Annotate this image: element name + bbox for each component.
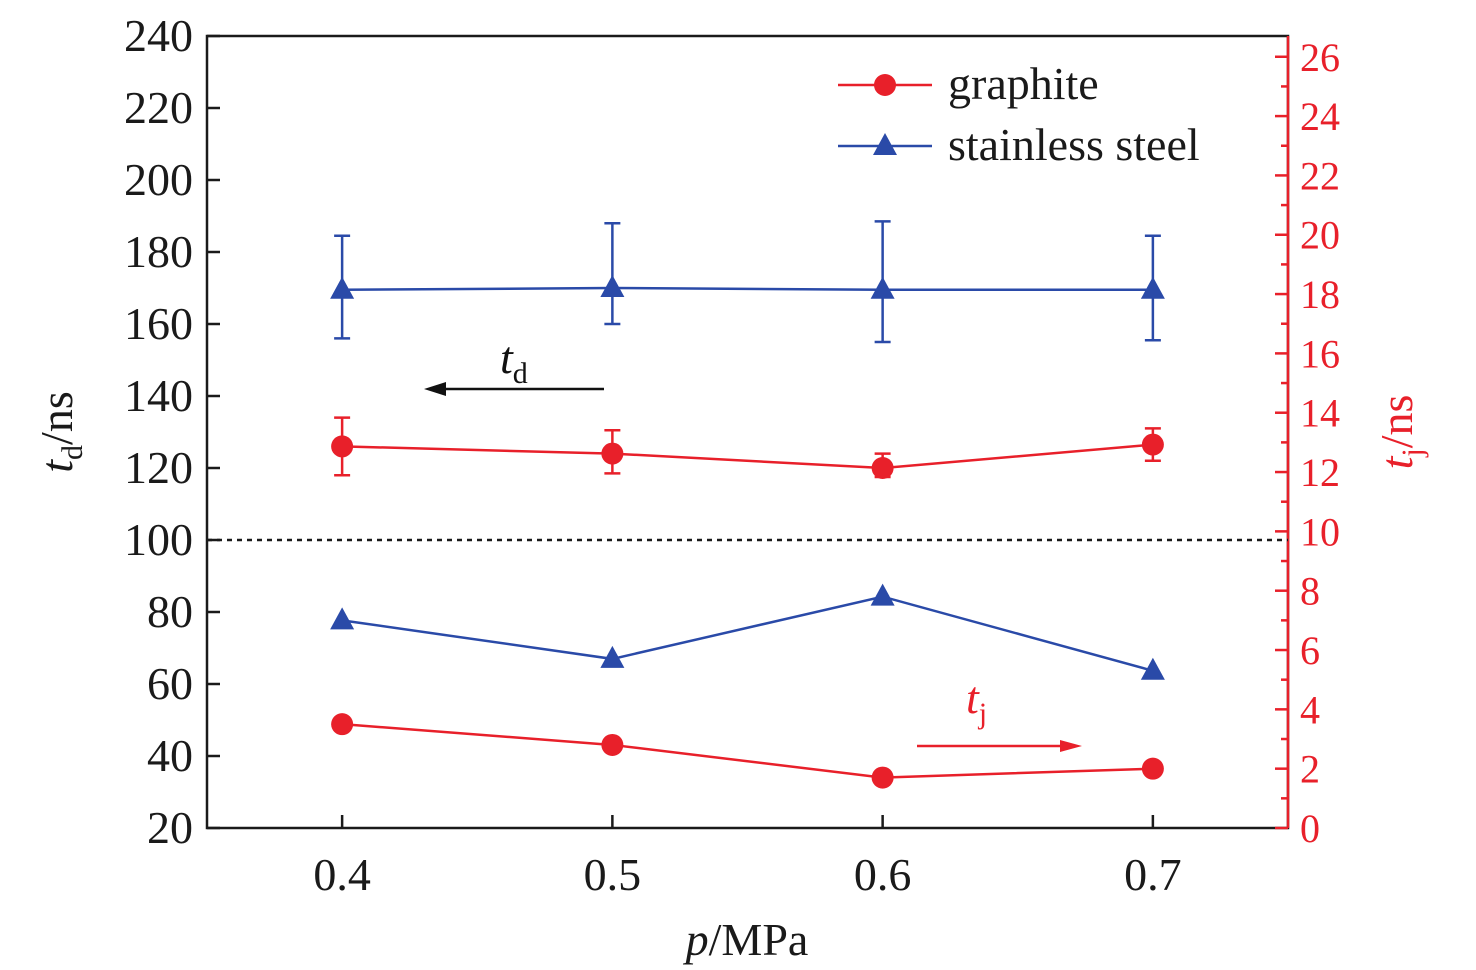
left-tick-label: 100	[124, 514, 193, 565]
x-tick-label: 0.4	[313, 849, 371, 900]
point-graphite-right	[601, 733, 624, 756]
point-graphite-left	[331, 435, 354, 458]
right-tick-label: 8	[1300, 569, 1320, 614]
left-tick-label: 60	[147, 658, 193, 709]
right-tick-label: 26	[1300, 35, 1340, 80]
left-tick-label: 120	[124, 442, 193, 493]
annotation-j: tj	[917, 672, 1082, 752]
x-tick-label: 0.6	[854, 849, 912, 900]
right-tick-label: 4	[1300, 687, 1320, 732]
right-tick-label: 12	[1300, 450, 1340, 495]
series-line-graphite-right	[342, 722, 1153, 779]
point-stainless-steel-left	[870, 276, 895, 299]
point-graphite-right	[331, 713, 354, 736]
left-tick-label: 220	[124, 82, 193, 133]
point-stainless-steel-right	[600, 645, 625, 668]
point-stainless-steel-right	[330, 607, 355, 630]
right-axis-title: tj/ns	[1371, 395, 1429, 470]
right-tick-label: 0	[1300, 806, 1320, 851]
right-tick-label: 14	[1300, 391, 1340, 436]
left-axis-title: td/ns	[31, 391, 89, 472]
series-line-graphite-left	[342, 443, 1153, 470]
series-line-stainless-steel-right	[341, 595, 1154, 672]
annotation-label-j: tj	[966, 672, 987, 730]
point-graphite-left	[871, 457, 894, 479]
left-tick-label: 80	[147, 586, 193, 637]
right-tick-label: 10	[1300, 509, 1340, 554]
legend-steel-marker	[873, 133, 897, 155]
point-graphite-right	[871, 766, 894, 789]
x-axis-title: p/MPa	[683, 914, 809, 965]
annotation-d: td	[424, 332, 604, 396]
annotation-arrow-head-d	[424, 382, 446, 396]
left-tick-label: 200	[124, 154, 193, 205]
annotation-arrow-head-j	[1060, 740, 1082, 752]
annotation-label-d: td	[500, 332, 528, 390]
right-tick-label: 6	[1300, 628, 1320, 673]
x-tick-label: 0.7	[1124, 849, 1182, 900]
point-stainless-steel-right	[870, 583, 895, 606]
left-tick-label: 20	[147, 802, 193, 853]
legend: graphite stainless steel	[838, 58, 1200, 170]
point-stainless-steel-left	[600, 275, 625, 297]
right-tick-label: 24	[1300, 94, 1340, 139]
point-graphite-left	[601, 442, 624, 465]
point-graphite-right	[1141, 757, 1164, 780]
point-stainless-steel-left	[1140, 276, 1165, 299]
left-tick-label: 240	[124, 10, 193, 61]
right-tick-label: 18	[1300, 272, 1340, 317]
series-line-stainless-steel-left	[342, 286, 1153, 292]
legend-steel-label: stainless steel	[948, 119, 1200, 170]
point-graphite-left	[1141, 433, 1164, 456]
x-tick-label: 0.5	[584, 849, 642, 900]
left-tick-label: 180	[124, 226, 193, 277]
left-tick-label: 40	[147, 730, 193, 781]
left-tick-label: 160	[124, 298, 193, 349]
right-tick-label: 16	[1300, 331, 1340, 376]
legend-graphite-label: graphite	[948, 58, 1099, 109]
point-stainless-steel-left	[330, 276, 355, 299]
right-tick-label: 20	[1300, 213, 1340, 258]
right-tick-label: 2	[1300, 747, 1320, 792]
left-tick-label: 140	[124, 370, 193, 421]
right-tick-label: 22	[1300, 153, 1340, 198]
point-stainless-steel-right	[1140, 657, 1165, 680]
legend-graphite-marker	[874, 74, 896, 96]
